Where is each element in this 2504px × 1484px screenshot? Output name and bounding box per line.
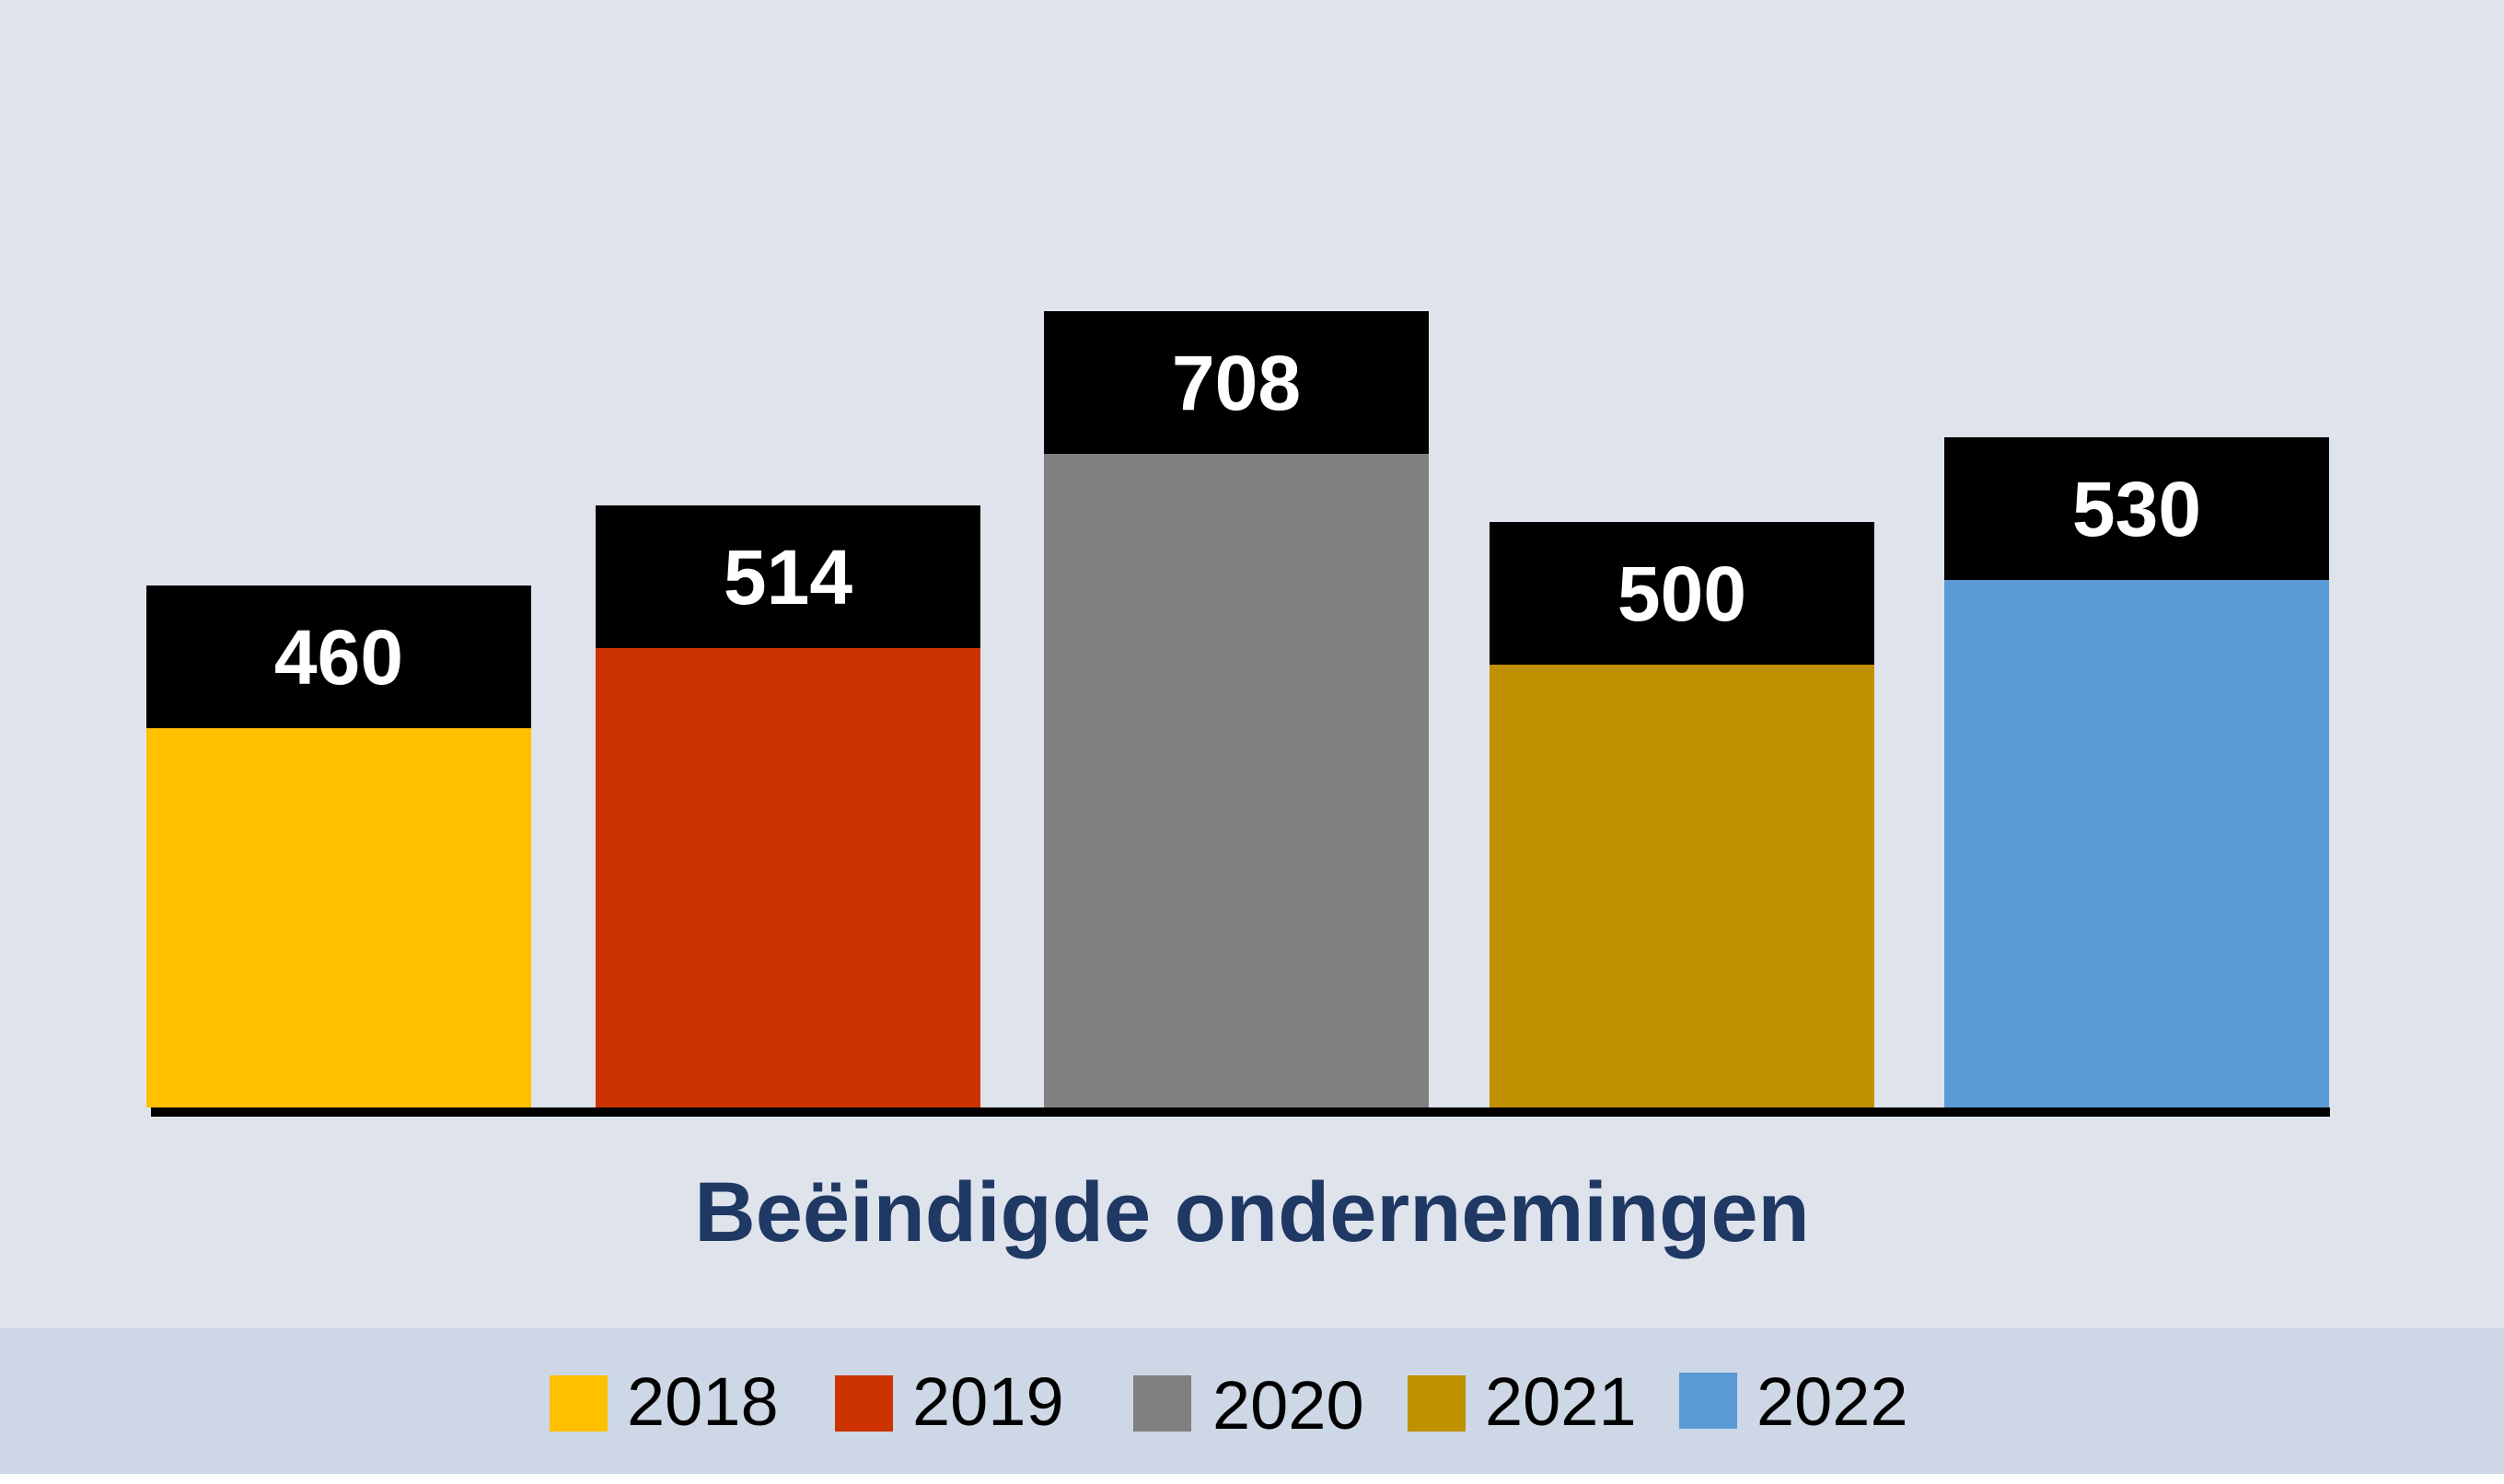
data-label-text: 514 — [723, 533, 853, 620]
bar-fill-2021 — [1490, 665, 1874, 1107]
legend-swatch — [550, 1375, 608, 1432]
legend-swatch — [1408, 1375, 1466, 1432]
bar-2022: 530 — [1944, 437, 2329, 1107]
legend-swatch — [1133, 1375, 1191, 1432]
bar-fill-2022 — [1944, 580, 2329, 1107]
data-label-2019: 514 — [596, 505, 980, 648]
legend-swatch — [1679, 1373, 1737, 1429]
legend-label: 2019 — [912, 1363, 1064, 1440]
bar-2020: 708 — [1044, 311, 1429, 1107]
data-label-text: 460 — [273, 613, 404, 701]
bar-2018: 460 — [146, 585, 531, 1107]
plot-area: 460 514 708 500 530 Beëindigde ondernemi… — [0, 0, 2504, 1328]
legend-swatch — [835, 1375, 893, 1432]
data-label-2021: 500 — [1490, 522, 1874, 665]
data-label-2020: 708 — [1044, 311, 1429, 454]
x-axis-line — [151, 1107, 2330, 1117]
data-label-text: 500 — [1617, 550, 1747, 637]
legend-label: 2018 — [627, 1363, 779, 1440]
legend-label: 2021 — [1485, 1363, 1637, 1440]
bar-fill-2020 — [1044, 454, 1429, 1107]
bar-2021: 500 — [1490, 522, 1874, 1107]
data-label-2018: 460 — [146, 585, 531, 728]
data-label-text: 530 — [2071, 465, 2202, 552]
legend-label: 2022 — [1756, 1363, 1908, 1440]
bar-2019: 514 — [596, 505, 980, 1107]
bar-fill-2018 — [146, 728, 531, 1107]
data-label-2022: 530 — [1944, 437, 2329, 580]
legend-label: 2020 — [1212, 1367, 1364, 1443]
data-label-text: 708 — [1171, 339, 1302, 426]
legend: 2018 2019 2020 2021 2022 — [0, 1328, 2504, 1474]
chart-title: Beëindigde ondernemingen — [694, 1165, 1810, 1259]
bar-fill-2019 — [596, 648, 980, 1107]
